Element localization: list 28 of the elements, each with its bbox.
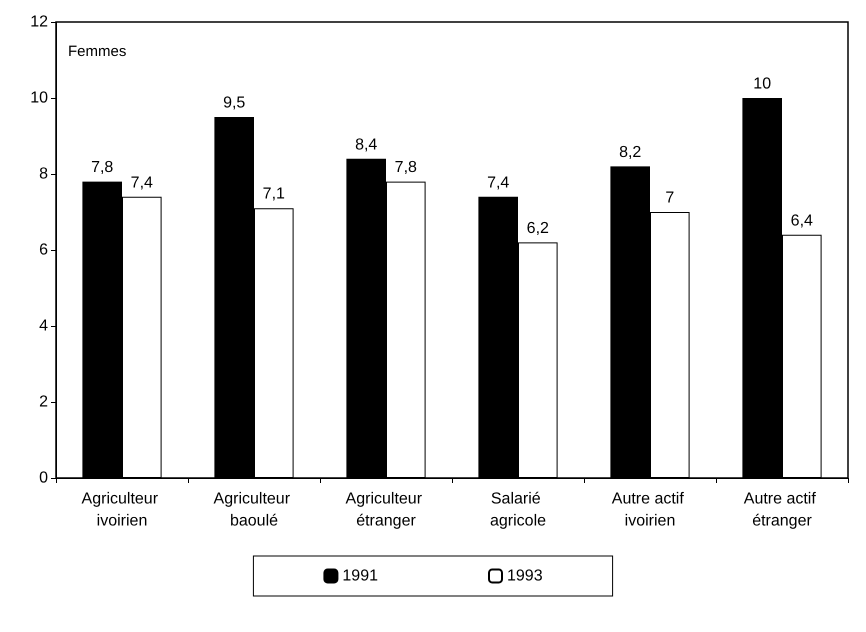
x-tick-label: Agriculteur étranger — [346, 490, 426, 530]
data-label: 8,2 — [619, 144, 642, 161]
x-tick-label: Salarié agricole — [490, 490, 546, 530]
x-tick-label: Autre actif étranger — [744, 490, 820, 530]
data-label: 7 — [665, 190, 674, 206]
data-label: 7,8 — [394, 159, 418, 176]
data-label: 7,4 — [487, 174, 510, 192]
data-label: 7,4 — [130, 174, 154, 192]
legend-label: 1993 — [507, 568, 543, 584]
data-label: 6,4 — [790, 212, 814, 230]
annotation: Femmes — [68, 43, 126, 60]
y-tick-label: 12 — [30, 14, 48, 30]
legend-label: 1991 — [342, 568, 378, 584]
y-tick-label: 0 — [39, 470, 48, 486]
y-tick-label: 4 — [39, 318, 48, 334]
data-label: 10 — [753, 76, 772, 92]
data-label: 9,5 — [223, 94, 246, 112]
y-tick-label: 2 — [39, 394, 48, 410]
data-label: 7,8 — [91, 159, 114, 176]
data-label: 8,4 — [355, 136, 378, 154]
x-tick-label: Agriculteur ivoirien — [82, 490, 162, 530]
y-tick-label: 8 — [39, 166, 48, 182]
x-tick-label: Autre actif ivoirien — [612, 490, 688, 530]
x-tick-label: Agriculteur baoulé — [214, 490, 294, 530]
y-tick-label: 10 — [30, 90, 48, 106]
data-label: 6,2 — [526, 220, 550, 237]
data-label: 7,1 — [262, 186, 286, 203]
y-tick-label: 6 — [39, 242, 48, 258]
